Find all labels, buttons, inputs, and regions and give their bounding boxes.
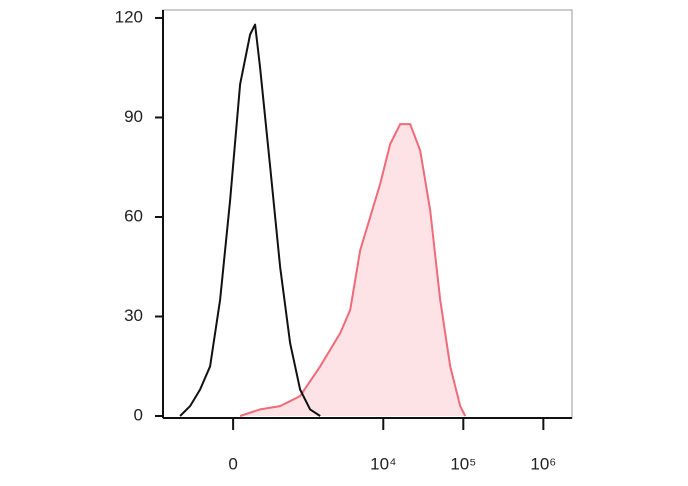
- y-tick-label: 0: [134, 405, 143, 424]
- x-tick-label: 0: [228, 454, 237, 473]
- x-tick-label: 10⁶: [530, 454, 556, 473]
- y-tick-label: 90: [124, 107, 143, 126]
- x-tick-label: 10⁵: [450, 454, 476, 473]
- x-tick-label: 10⁴: [370, 454, 396, 473]
- y-tick-label: 120: [115, 7, 143, 26]
- y-tick-label: 60: [124, 206, 143, 225]
- histogram-line: [239, 123, 467, 417]
- histogram-line: [179, 23, 321, 417]
- y-tick-label: 30: [124, 306, 143, 325]
